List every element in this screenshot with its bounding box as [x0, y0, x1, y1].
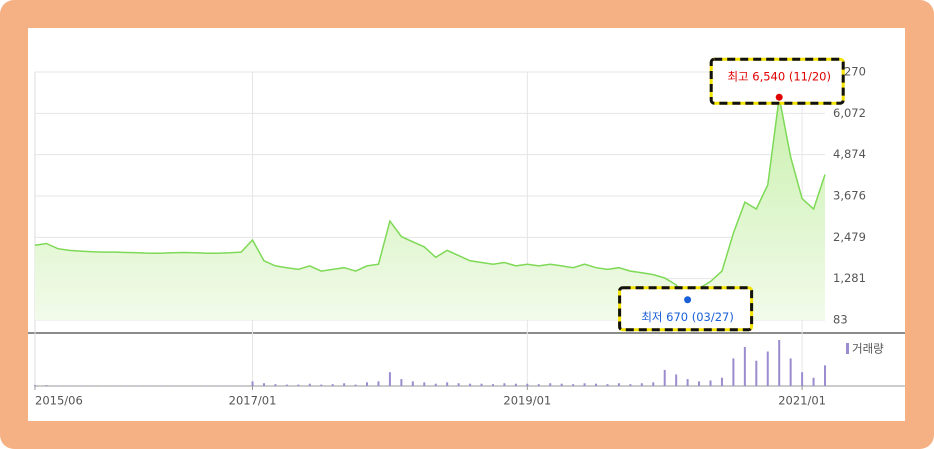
volume-bar — [411, 381, 414, 386]
volume-bar — [686, 379, 689, 386]
volume-bar — [766, 351, 769, 386]
volume-bar — [251, 381, 254, 386]
y-tick-label: 83 — [833, 313, 848, 327]
volume-bar — [675, 374, 678, 386]
volume-bar — [457, 383, 460, 386]
legend-label: 거래량 — [852, 342, 884, 356]
volume-bar — [720, 377, 723, 386]
volume-bar — [732, 358, 735, 386]
annotation-label: 최저 670 (03/27) — [641, 310, 734, 324]
volume-bar — [320, 384, 323, 386]
volume-bar — [514, 383, 517, 386]
volume-bar — [652, 382, 655, 386]
volume-bar — [34, 385, 36, 386]
volume-bar — [629, 384, 632, 386]
volume-bar — [262, 383, 265, 386]
volume-bar — [778, 340, 781, 386]
annotation-dot — [684, 296, 692, 304]
volume-bar — [824, 365, 826, 386]
volume-bar — [366, 382, 369, 386]
volume-bar — [755, 360, 758, 386]
volume-bar — [812, 377, 815, 386]
volume-bar — [595, 383, 598, 386]
annotation-dot — [775, 93, 783, 101]
volume-bar — [537, 384, 540, 386]
y-tick-label: 1,281 — [833, 271, 866, 285]
volume-bar — [388, 372, 391, 386]
volume-bar — [434, 383, 437, 386]
y-tick-label: 4,874 — [833, 147, 866, 161]
volume-bar — [343, 383, 346, 386]
volume-bar — [549, 383, 552, 386]
legend-swatch — [846, 343, 849, 354]
annotation-box-dash — [709, 57, 845, 105]
volume-bar — [606, 384, 609, 386]
y-tick-label: 2,479 — [833, 230, 866, 244]
volume-bar — [331, 384, 334, 386]
x-tick-label: 2019/01 — [503, 394, 551, 408]
volume-bar — [572, 384, 575, 386]
volume-bar — [423, 382, 426, 386]
volume-bar — [698, 381, 701, 386]
volume-bar — [354, 384, 357, 386]
volume-bar — [400, 379, 403, 386]
annotation-label: 최고 6,540 (11/20) — [727, 70, 831, 84]
volume-bar — [446, 382, 449, 386]
volume-bar — [45, 385, 48, 386]
price-area — [35, 97, 825, 320]
volume-bar — [308, 383, 311, 386]
volume-bar — [480, 383, 483, 386]
volume-bar — [640, 383, 643, 386]
x-tick-label: 2015/06 — [35, 394, 83, 408]
annotation-box-dash — [618, 286, 754, 332]
y-tick-label: 3,676 — [833, 189, 866, 203]
volume-bar — [297, 384, 300, 386]
volume-bar — [709, 380, 712, 386]
volume-bar — [526, 383, 529, 386]
volume-bar — [560, 383, 563, 386]
volume-bar — [743, 346, 746, 386]
volume-bar — [801, 372, 804, 386]
x-tick-label: 2021/01 — [778, 394, 826, 408]
volume-bar — [503, 383, 506, 386]
volume-bar — [274, 384, 277, 386]
volume-bar — [789, 358, 792, 386]
volume-bar — [285, 384, 288, 386]
y-tick-label: 6,072 — [833, 106, 866, 120]
volume-bar — [617, 383, 620, 386]
volume-bar — [583, 383, 586, 386]
volume-bar — [663, 369, 666, 386]
x-tick-label: 2017/01 — [229, 394, 277, 408]
volume-bar — [377, 381, 380, 386]
volume-bar — [491, 384, 494, 386]
volume-bar — [469, 383, 472, 386]
